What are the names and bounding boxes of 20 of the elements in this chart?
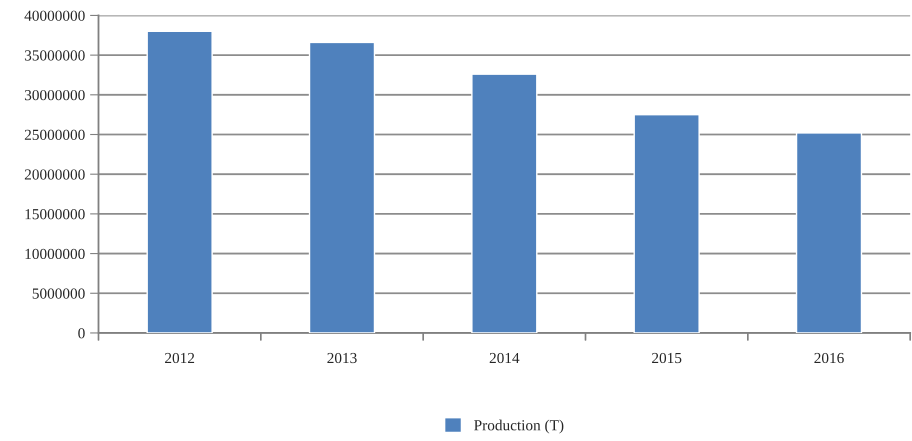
bar (146, 30, 213, 333)
bar (634, 114, 700, 333)
y-tick-label: 35000000 (24, 50, 85, 61)
y-tick-label: 30000000 (24, 90, 85, 100)
legend-label: Production (T) (474, 420, 564, 434)
bar (471, 73, 538, 333)
y-tick-label: 40000000 (24, 10, 85, 21)
x-tick-label: 2015 (652, 352, 682, 364)
y-tick-label: 15000000 (26, 209, 85, 220)
x-tick-label: 2016 (814, 352, 844, 364)
x-tick-label: 2012 (165, 352, 194, 364)
x-tick-label: 2014 (490, 352, 520, 364)
bar (796, 132, 862, 333)
x-tick-label: 2013 (327, 352, 357, 364)
y-tick-label: 20000000 (24, 169, 85, 180)
y-tick-label: 10000000 (26, 248, 85, 260)
y-tick-label: 0 (78, 328, 85, 338)
y-tick-label: 25000000 (24, 130, 85, 140)
bar (308, 42, 376, 333)
y-tick-label: 5000000 (32, 288, 85, 299)
